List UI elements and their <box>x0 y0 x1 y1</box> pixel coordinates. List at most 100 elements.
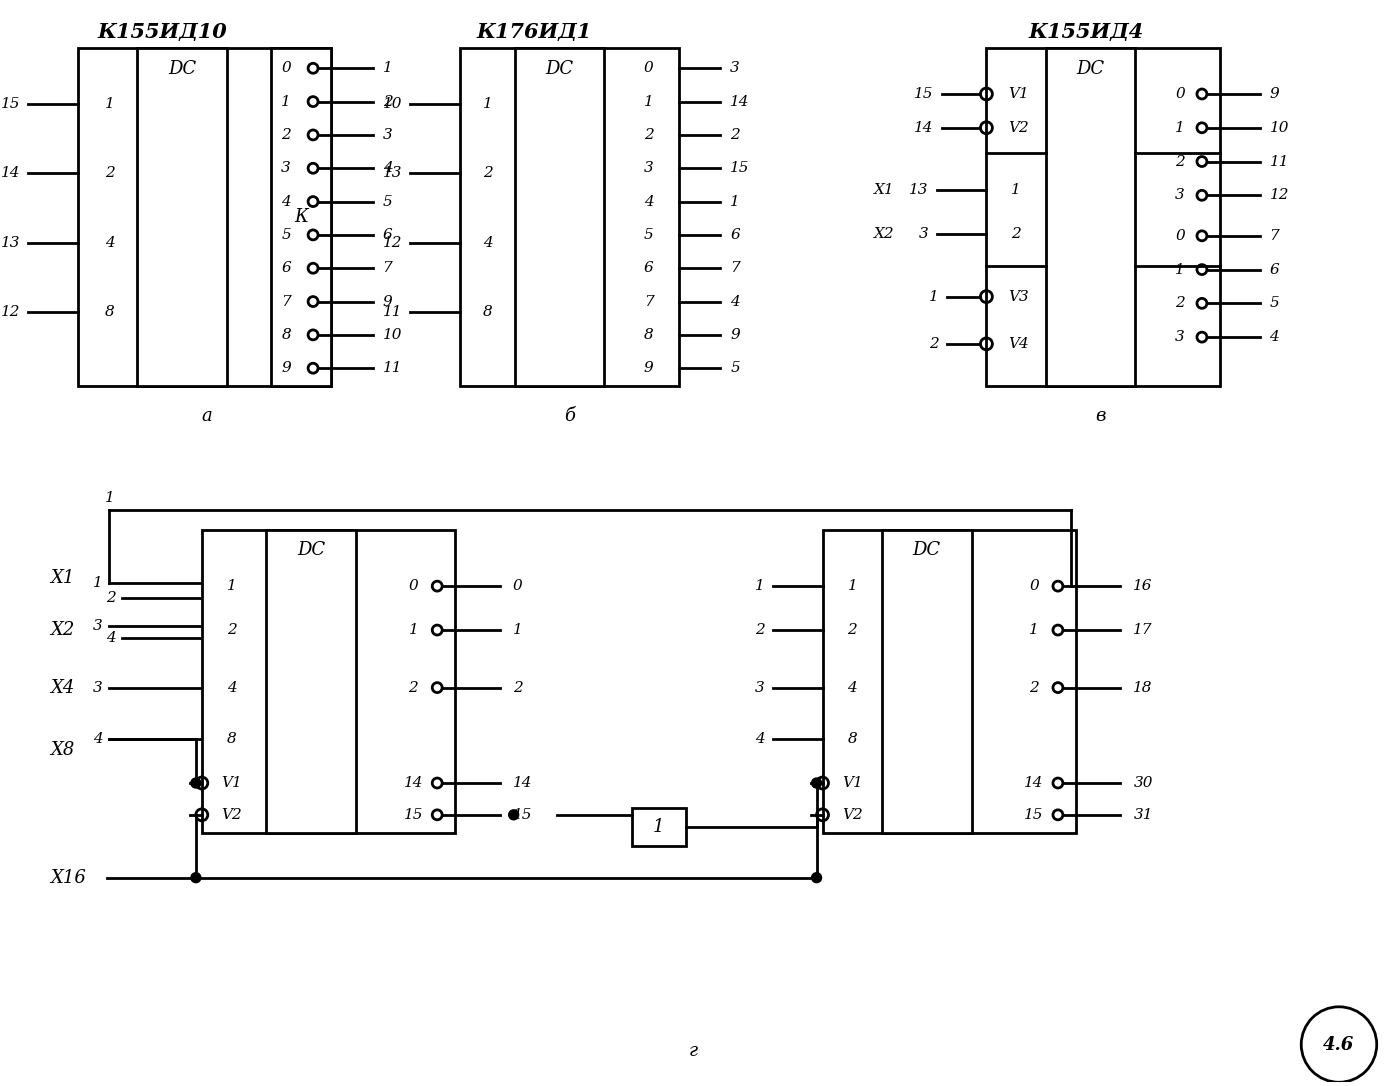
Bar <box>822 530 1076 833</box>
Circle shape <box>191 778 201 788</box>
Text: 2: 2 <box>513 681 523 695</box>
Text: 15: 15 <box>730 161 750 175</box>
Text: 1: 1 <box>382 61 392 75</box>
Text: 0: 0 <box>408 579 418 593</box>
Text: 2: 2 <box>730 128 740 142</box>
Text: 7: 7 <box>382 262 392 275</box>
Text: X2: X2 <box>50 621 74 639</box>
Text: 0: 0 <box>513 579 523 593</box>
Text: 7: 7 <box>644 294 654 308</box>
Text: 3: 3 <box>282 161 291 175</box>
Text: К155ИД10: К155ИД10 <box>98 22 227 41</box>
Text: 2: 2 <box>382 94 392 109</box>
Text: 3: 3 <box>1175 188 1185 202</box>
Bar <box>78 49 330 387</box>
Text: 4: 4 <box>482 236 492 250</box>
Bar <box>137 49 227 387</box>
Text: 4: 4 <box>93 732 103 746</box>
Text: 1: 1 <box>848 579 857 593</box>
Text: X1: X1 <box>50 569 74 588</box>
Text: 1: 1 <box>1175 263 1185 277</box>
Text: 5: 5 <box>282 228 291 242</box>
Text: 10: 10 <box>383 97 403 111</box>
Text: К155ИД4: К155ИД4 <box>1029 22 1143 41</box>
Bar <box>514 49 604 387</box>
Text: 1: 1 <box>105 491 114 505</box>
Text: 1: 1 <box>652 818 665 836</box>
Text: X8: X8 <box>50 741 74 759</box>
Text: 8: 8 <box>282 328 291 342</box>
Text: К: К <box>294 209 308 226</box>
Text: 4: 4 <box>1270 330 1280 344</box>
Text: 3: 3 <box>382 128 392 142</box>
Text: 9: 9 <box>730 328 740 342</box>
Text: а: а <box>201 407 212 425</box>
Text: 2: 2 <box>928 337 938 351</box>
Text: 13: 13 <box>909 184 928 198</box>
Text: DC: DC <box>1076 60 1105 78</box>
Text: 13: 13 <box>0 236 20 250</box>
Text: 3: 3 <box>644 161 654 175</box>
Text: 3: 3 <box>730 61 740 75</box>
Text: 2: 2 <box>227 623 237 637</box>
Text: 6: 6 <box>644 262 654 275</box>
Text: б: б <box>563 407 574 425</box>
Text: 11: 11 <box>383 305 403 319</box>
Text: 8: 8 <box>105 305 114 319</box>
Text: 15: 15 <box>513 808 533 822</box>
Text: V2: V2 <box>222 808 243 822</box>
Circle shape <box>811 778 821 788</box>
Text: 6: 6 <box>730 228 740 242</box>
Text: 2: 2 <box>482 166 492 180</box>
Text: 9: 9 <box>644 362 654 375</box>
Text: 8: 8 <box>848 732 857 746</box>
Bar <box>272 49 330 387</box>
Text: 8: 8 <box>227 732 237 746</box>
Text: в: в <box>1096 407 1105 425</box>
Text: 1: 1 <box>482 97 492 111</box>
Text: V3: V3 <box>1008 290 1029 304</box>
Text: 16: 16 <box>1133 579 1153 593</box>
Text: DC: DC <box>297 541 325 559</box>
Text: V1: V1 <box>222 776 243 790</box>
Text: 15: 15 <box>914 87 934 101</box>
Text: V1: V1 <box>842 776 863 790</box>
Text: 11: 11 <box>1270 154 1289 168</box>
Text: V1: V1 <box>1008 87 1029 101</box>
Text: DC: DC <box>167 60 197 78</box>
Text: 1: 1 <box>105 97 114 111</box>
Text: 4: 4 <box>848 681 857 695</box>
Text: 1: 1 <box>928 290 938 304</box>
Text: 2: 2 <box>282 128 291 142</box>
Bar <box>987 49 1220 387</box>
Text: 15: 15 <box>1025 808 1044 822</box>
Text: 1: 1 <box>93 576 103 590</box>
Text: 10: 10 <box>1270 121 1289 135</box>
Text: 1: 1 <box>730 194 740 209</box>
Text: 14: 14 <box>914 121 934 135</box>
Text: 6: 6 <box>382 228 392 242</box>
Circle shape <box>811 873 821 883</box>
Text: X2: X2 <box>874 227 895 241</box>
Text: 1: 1 <box>513 623 523 637</box>
Bar <box>1046 49 1135 387</box>
Text: V2: V2 <box>842 808 863 822</box>
Bar <box>631 808 686 846</box>
Text: К176ИД1: К176ИД1 <box>477 22 592 41</box>
Text: X4: X4 <box>50 679 74 696</box>
Text: 0: 0 <box>282 61 291 75</box>
Text: 5: 5 <box>644 228 654 242</box>
Text: 6: 6 <box>1270 263 1280 277</box>
Text: 1: 1 <box>756 579 765 593</box>
Text: 14: 14 <box>404 776 424 790</box>
Text: 12: 12 <box>1270 188 1289 202</box>
Text: 17: 17 <box>1133 623 1153 637</box>
Text: 1: 1 <box>408 623 418 637</box>
Text: 1: 1 <box>1175 121 1185 135</box>
Text: 4: 4 <box>644 194 654 209</box>
Text: 14: 14 <box>0 166 20 180</box>
Circle shape <box>509 810 519 820</box>
Text: 2: 2 <box>106 591 116 605</box>
Text: 9: 9 <box>1270 87 1280 101</box>
Text: 31: 31 <box>1133 808 1153 822</box>
